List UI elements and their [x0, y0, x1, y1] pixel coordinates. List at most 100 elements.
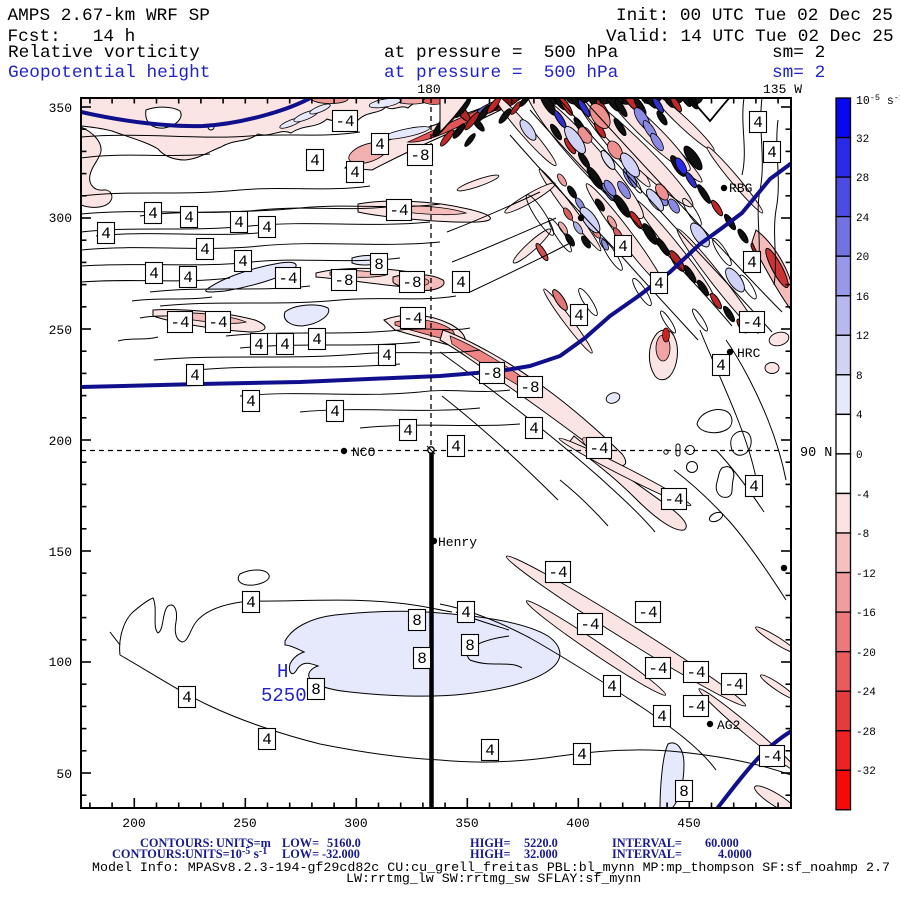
- svg-text:4: 4: [607, 678, 617, 696]
- svg-text:-4: -4: [335, 113, 354, 131]
- svg-text:-8: -8: [334, 272, 353, 290]
- svg-text:4: 4: [246, 393, 256, 411]
- svg-text:4: 4: [529, 420, 539, 438]
- svg-text:-8: -8: [856, 529, 869, 541]
- svg-text:8: 8: [311, 681, 321, 699]
- svg-text:8: 8: [374, 256, 384, 274]
- svg-text:200: 200: [49, 434, 72, 449]
- svg-text:4: 4: [451, 438, 461, 456]
- svg-text:at pressure = 500 hPa: at pressure = 500 hPa: [384, 43, 619, 63]
- svg-text:-12: -12: [856, 569, 876, 581]
- svg-text:AG2: AG2: [717, 718, 740, 733]
- svg-text:4: 4: [184, 209, 194, 227]
- svg-text:12: 12: [856, 331, 869, 343]
- svg-text:-4: -4: [638, 604, 657, 622]
- svg-text:24: 24: [856, 213, 870, 225]
- svg-text:-24: -24: [856, 687, 876, 699]
- svg-text:-4: -4: [856, 490, 870, 502]
- svg-text:-4: -4: [403, 310, 422, 328]
- svg-text:4: 4: [330, 403, 340, 421]
- svg-text:400: 400: [566, 816, 589, 831]
- svg-text:8: 8: [465, 637, 475, 655]
- svg-text:RBG: RBG: [729, 181, 752, 196]
- svg-text:-4: -4: [742, 314, 761, 332]
- svg-text:UNITS=m: UNITS=m: [216, 836, 272, 850]
- svg-text:NCO: NCO: [352, 445, 376, 460]
- svg-text:at pressure = 500 hPa: at pressure = 500 hPa: [384, 63, 619, 83]
- svg-text:4: 4: [767, 144, 777, 162]
- svg-text:150: 150: [49, 545, 72, 560]
- svg-text:Valid: 14 UTC Tue 02 Dec 25: Valid: 14 UTC Tue 02 Dec 25: [606, 27, 894, 47]
- svg-text:sm= 2: sm= 2: [772, 43, 825, 63]
- svg-text:8: 8: [417, 650, 427, 668]
- svg-text:4: 4: [149, 265, 159, 283]
- svg-text:4: 4: [403, 422, 413, 440]
- svg-text:-8: -8: [410, 147, 429, 165]
- svg-text:-4: -4: [664, 491, 683, 509]
- svg-text:-4: -4: [170, 314, 189, 332]
- svg-text:5250: 5250: [261, 685, 307, 707]
- svg-text:4: 4: [148, 205, 158, 223]
- svg-text:-4: -4: [589, 440, 608, 458]
- svg-text:4: 4: [254, 336, 264, 354]
- svg-text:350: 350: [49, 101, 72, 116]
- svg-text:4: 4: [856, 410, 863, 422]
- svg-text:sm= 2: sm= 2: [772, 63, 825, 83]
- svg-text:5160.0: 5160.0: [327, 836, 361, 850]
- svg-text:LW:rrtmg_lw SW:rrtmg_sw SFLAY:: LW:rrtmg_lw SW:rrtmg_sw SFLAY:sf_mynn: [346, 871, 641, 886]
- svg-text:4: 4: [618, 238, 628, 256]
- svg-text:Geopotential height: Geopotential height: [8, 63, 210, 83]
- svg-text:Model Info: MPASv8.2.3-194-gf2: Model Info: MPASv8.2.3-194-gf29cd82c CU:…: [92, 860, 890, 875]
- svg-text:UNITS=10-5 s-1: UNITS=10-5 s-1: [185, 846, 267, 861]
- svg-text:4: 4: [182, 689, 192, 707]
- svg-text:-4: -4: [724, 676, 743, 694]
- svg-text:200: 200: [122, 816, 145, 831]
- svg-text:4: 4: [200, 241, 210, 259]
- svg-text:AMPS 2.67-km WRF SP: AMPS 2.67-km WRF SP: [8, 6, 210, 26]
- svg-text:4: 4: [262, 219, 272, 237]
- svg-text:-4: -4: [686, 664, 705, 682]
- svg-text:4: 4: [574, 307, 584, 325]
- svg-text:-4: -4: [686, 698, 705, 716]
- svg-text:INTERVAL=: INTERVAL=: [612, 836, 682, 850]
- svg-text:H: H: [277, 661, 288, 683]
- svg-text:28: 28: [856, 173, 869, 185]
- svg-text:4: 4: [310, 152, 320, 170]
- svg-text:-8: -8: [402, 274, 421, 292]
- svg-text:4: 4: [747, 254, 757, 272]
- svg-text:4: 4: [577, 746, 587, 764]
- svg-text:-32: -32: [856, 766, 876, 778]
- svg-text:4: 4: [262, 731, 272, 749]
- svg-text:INTERVAL=: INTERVAL=: [612, 847, 682, 861]
- svg-text:-4: -4: [648, 660, 667, 678]
- svg-text:32.000: 32.000: [524, 847, 558, 861]
- svg-text:10-5 s-1: 10-5 s-1: [856, 93, 900, 108]
- svg-text:16: 16: [856, 292, 869, 304]
- svg-text:4: 4: [456, 274, 466, 292]
- svg-text:4: 4: [350, 164, 360, 182]
- svg-text:4: 4: [280, 336, 290, 354]
- svg-text:CONTOURS:: CONTOURS:: [140, 836, 214, 850]
- svg-text:Init: 00 UTC Tue 02 Dec 25: Init: 00 UTC Tue 02 Dec 25: [616, 6, 893, 26]
- svg-text:5220.0: 5220.0: [524, 836, 558, 850]
- svg-text:-4: -4: [762, 748, 781, 766]
- svg-text:4: 4: [382, 347, 392, 365]
- svg-text:4: 4: [657, 708, 667, 726]
- svg-text:-32.000: -32.000: [322, 847, 360, 861]
- svg-text:4: 4: [749, 478, 759, 496]
- svg-text:8: 8: [412, 612, 422, 630]
- svg-text:100: 100: [49, 655, 72, 670]
- svg-text:135 W: 135 W: [763, 82, 802, 97]
- svg-text:300: 300: [344, 816, 367, 831]
- svg-text:4: 4: [234, 214, 244, 232]
- svg-text:4: 4: [485, 742, 495, 760]
- svg-text:4: 4: [312, 331, 322, 349]
- svg-text:HIGH=: HIGH=: [470, 847, 511, 861]
- svg-text:Relative vorticity: Relative vorticity: [8, 43, 200, 63]
- svg-text:-8: -8: [520, 379, 539, 397]
- svg-text:60.000: 60.000: [705, 836, 739, 850]
- svg-text:4: 4: [246, 594, 256, 612]
- svg-text:LOW=: LOW=: [282, 836, 319, 850]
- svg-text:LOW=: LOW=: [282, 847, 319, 861]
- svg-text:-4: -4: [548, 564, 567, 582]
